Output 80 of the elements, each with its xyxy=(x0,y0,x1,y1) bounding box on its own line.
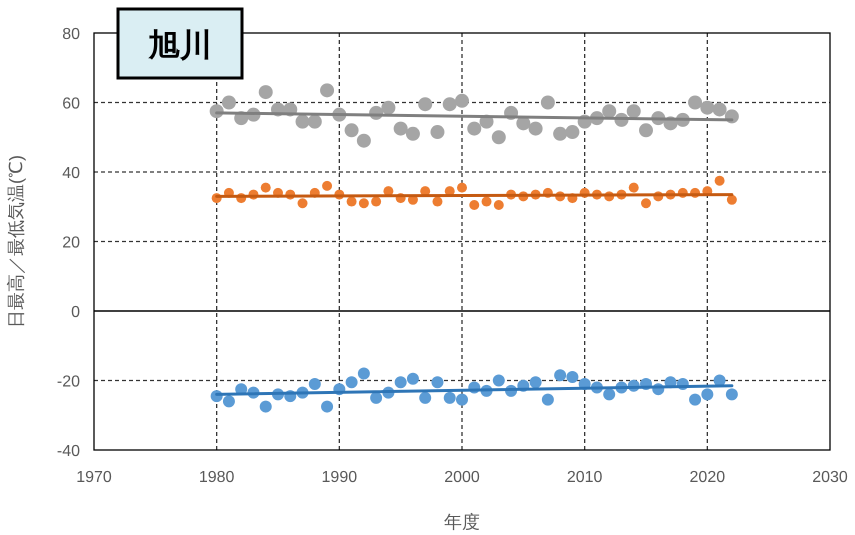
point xyxy=(308,114,322,129)
x-tick-label: 1970 xyxy=(76,469,112,486)
point xyxy=(320,83,334,98)
point xyxy=(602,104,616,118)
point xyxy=(528,122,543,136)
point xyxy=(492,374,505,386)
point xyxy=(321,400,334,413)
y-tick-label: 80 xyxy=(62,26,80,43)
point xyxy=(358,198,369,208)
y-tick-label: -40 xyxy=(56,443,80,460)
point xyxy=(565,125,580,140)
point xyxy=(492,130,506,144)
y-tick-label: 60 xyxy=(62,96,80,112)
y-axis-title: 日最高／最低気温(℃) xyxy=(6,155,26,328)
point xyxy=(418,97,432,112)
point xyxy=(714,176,725,186)
point xyxy=(381,100,396,115)
y-tick-label: 40 xyxy=(62,165,80,182)
point xyxy=(419,392,432,404)
point xyxy=(431,376,444,388)
point xyxy=(566,371,578,384)
point xyxy=(469,200,480,210)
x-tick-label: 2000 xyxy=(444,469,480,486)
point xyxy=(700,100,714,115)
point xyxy=(370,392,382,404)
point xyxy=(603,388,616,400)
point xyxy=(394,122,408,136)
point xyxy=(222,96,236,110)
point xyxy=(308,378,321,390)
point xyxy=(455,94,469,108)
point xyxy=(701,388,714,400)
x-tick-label: 2030 xyxy=(812,469,848,486)
point xyxy=(406,372,419,385)
point xyxy=(260,400,272,413)
point xyxy=(222,395,235,408)
point xyxy=(641,198,651,208)
x-tick-label: 2020 xyxy=(690,469,726,486)
point xyxy=(394,376,407,388)
point xyxy=(626,104,641,118)
x-tick-label: 1990 xyxy=(322,469,358,486)
point xyxy=(688,96,702,110)
point xyxy=(457,182,467,193)
point xyxy=(296,114,310,129)
point xyxy=(726,388,738,400)
point xyxy=(553,126,568,141)
point xyxy=(344,123,359,138)
x-axis-title: 年度 xyxy=(444,512,480,532)
point xyxy=(542,394,554,406)
y-tick-label: 0 xyxy=(71,304,80,321)
point xyxy=(482,196,492,207)
point xyxy=(689,394,702,406)
point xyxy=(371,196,382,207)
y-tick-label: 20 xyxy=(62,234,80,252)
point xyxy=(494,200,504,210)
point xyxy=(258,85,273,100)
point xyxy=(322,180,332,191)
point xyxy=(456,394,468,406)
point xyxy=(442,97,457,112)
point xyxy=(554,369,566,382)
y-tick-label: -20 xyxy=(56,374,80,390)
point xyxy=(726,194,737,205)
point xyxy=(430,125,444,140)
point xyxy=(444,392,456,404)
point xyxy=(712,102,727,116)
x-tick-label: 2010 xyxy=(566,469,603,486)
point xyxy=(467,122,482,136)
point xyxy=(346,376,358,388)
chart-title: 旭川 xyxy=(148,27,212,63)
point xyxy=(432,196,442,207)
point xyxy=(346,196,357,207)
point xyxy=(530,376,542,388)
point xyxy=(356,134,371,148)
point xyxy=(540,96,555,110)
point xyxy=(260,182,271,193)
point xyxy=(298,198,308,208)
x-tick-label: 1980 xyxy=(198,469,235,486)
point xyxy=(358,368,370,380)
point xyxy=(628,182,639,193)
point xyxy=(639,123,653,138)
point xyxy=(406,126,420,141)
